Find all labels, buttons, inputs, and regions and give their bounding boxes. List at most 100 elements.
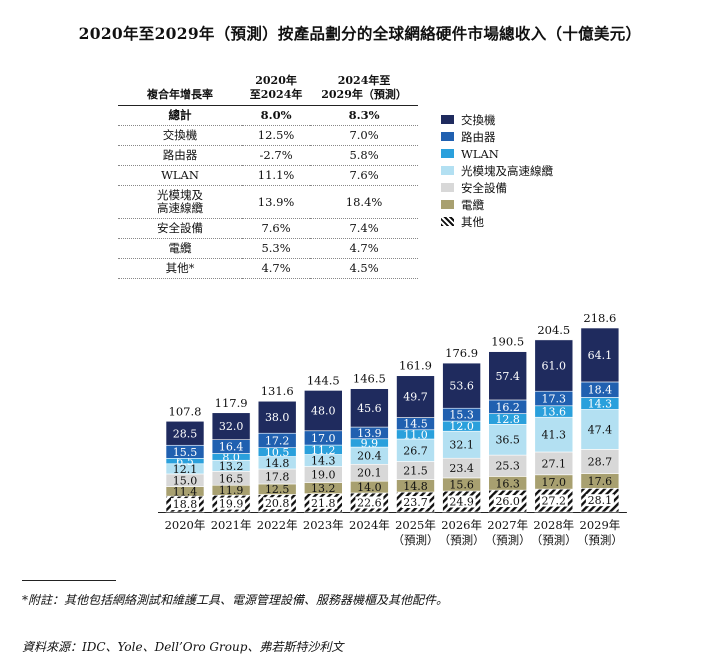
data-label: 53.6 xyxy=(449,380,474,393)
data-label: 27.2 xyxy=(542,495,567,508)
cagr-value-2024-2029: 7.6% xyxy=(310,165,418,186)
legend-item: 路由器 xyxy=(441,128,553,145)
data-label: 28.5 xyxy=(173,427,198,440)
legend-item: 其他 xyxy=(441,213,553,230)
bar-segment xyxy=(580,409,620,450)
data-label: 14.3 xyxy=(311,455,336,468)
legend-label: 交換機 xyxy=(461,112,496,127)
data-label: 32.0 xyxy=(219,420,244,433)
x-tick-label: （預測） xyxy=(485,533,531,547)
bar-segment xyxy=(442,430,481,459)
bar-total-label: 144.5 xyxy=(307,373,340,387)
data-label: 20.4 xyxy=(357,450,382,463)
cagr-row: 路由器 -2.7% 5.8% xyxy=(118,145,418,166)
data-label-background xyxy=(263,497,292,510)
cagr-value-2020-2024: 13.9% xyxy=(242,185,311,219)
data-label: 9.9 xyxy=(361,437,379,450)
x-tick-label: 2021年 xyxy=(211,518,252,532)
data-label: 49.7 xyxy=(403,391,428,404)
cagr-header-label: 複合年增長率 xyxy=(118,72,242,106)
data-label: 23.7 xyxy=(403,496,428,509)
data-label: 17.3 xyxy=(542,392,567,405)
cagr-row: 安全設備 7.6% 7.4% xyxy=(118,218,418,239)
data-label: 15.5 xyxy=(173,446,198,459)
cagr-value-2020-2024: 12.5% xyxy=(242,125,311,146)
cagr-row-label: 電纜 xyxy=(118,238,242,259)
data-label: 10.5 xyxy=(265,446,290,459)
bar-segment xyxy=(303,390,343,432)
legend-label: 電纜 xyxy=(461,197,484,212)
bar-segment xyxy=(580,327,620,383)
legend-item: 安全設備 xyxy=(441,179,553,196)
cagr-row-label: 光模塊及 高速線纜 xyxy=(118,185,242,219)
cagr-value-2024-2029: 4.7% xyxy=(310,238,418,259)
data-label: 22.6 xyxy=(357,496,382,509)
x-tick-label: 2020年 xyxy=(165,518,206,532)
bar-segment xyxy=(396,375,435,418)
data-label: 13.2 xyxy=(219,460,244,473)
cagr-row: 其他* 4.7% 4.5% xyxy=(118,258,418,279)
data-label: 14.0 xyxy=(357,481,382,494)
bar-segment xyxy=(488,351,528,401)
data-label: 11.2 xyxy=(311,444,336,457)
data-label: 17.8 xyxy=(265,470,290,483)
bar-segment xyxy=(442,362,481,409)
data-label: 19.9 xyxy=(219,498,244,511)
footnote-rule xyxy=(22,580,116,581)
cagr-row: WLAN 11.1% 7.6% xyxy=(118,165,418,186)
footnote: *附註：其他包括網絡測試和維護工具、電源管理設備、服務器機櫃及其他配件。 xyxy=(22,593,449,607)
legend-item: 交換機 xyxy=(441,111,553,128)
cagr-value-2020-2024: -2.7% xyxy=(242,145,311,166)
legend-label: 光模塊及高速線纜 xyxy=(461,163,553,178)
data-label: 14.3 xyxy=(588,397,613,410)
x-tick-label: 2023年 xyxy=(303,518,344,532)
cagr-header-period1: 2020年 至2024年 xyxy=(242,72,311,106)
legend-swatch xyxy=(441,149,454,158)
data-label: 20.8 xyxy=(265,497,290,510)
legend-swatch xyxy=(441,166,454,175)
cagr-row: 交換機 12.5% 7.0% xyxy=(118,125,418,146)
cagr-row: 光模塊及 高速線纜 13.9% 18.4% xyxy=(118,185,418,219)
chart-bars: 18.811.415.012.16.515.528.5107.82020年19.… xyxy=(158,311,627,547)
data-label: 12.1 xyxy=(173,463,198,476)
cagr-header-period2: 2024年至 2029年（預測） xyxy=(310,72,418,106)
data-label-background xyxy=(355,496,384,509)
bar-total-label: 218.6 xyxy=(583,311,616,325)
legend-item: WLAN xyxy=(441,145,553,162)
cagr-header-row: 複合年增長率 2020年 至2024年 2024年至 2029年（預測） xyxy=(118,72,418,106)
data-label: 15.3 xyxy=(449,409,474,422)
cagr-table: 複合年增長率 2020年 至2024年 2024年至 2029年（預測） 總計 8… xyxy=(118,72,418,279)
cagr-value-2020-2024: 8.0% xyxy=(242,105,311,126)
data-label-background xyxy=(309,496,338,509)
data-label: 18.8 xyxy=(173,498,198,511)
x-tick-label: 2024年 xyxy=(349,518,390,532)
data-label: 12.8 xyxy=(495,413,520,426)
data-label: 15.6 xyxy=(449,478,474,491)
data-label: 17.2 xyxy=(265,434,290,447)
data-label: 48.0 xyxy=(311,405,336,418)
cagr-value-2020-2024: 11.1% xyxy=(242,165,311,186)
cagr-value-2024-2029: 18.4% xyxy=(310,185,418,219)
legend-item: 光模塊及高速線纜 xyxy=(441,162,553,179)
data-label: 16.2 xyxy=(495,401,520,414)
cagr-value-2024-2029: 7.0% xyxy=(310,125,418,146)
data-label: 15.0 xyxy=(173,474,198,487)
data-label: 27.1 xyxy=(542,457,567,470)
data-label: 61.0 xyxy=(542,360,567,373)
data-label: 28.7 xyxy=(588,455,613,468)
x-tick-label: 2028年 xyxy=(533,518,574,532)
data-label: 8.0 xyxy=(222,451,240,464)
data-label: 64.1 xyxy=(588,349,613,362)
data-label: 28.1 xyxy=(588,494,613,507)
data-label: 21.8 xyxy=(311,497,336,510)
cagr-row-label: 交換機 xyxy=(118,125,242,146)
data-label: 11.0 xyxy=(403,428,428,441)
data-label-background xyxy=(217,497,246,510)
cagr-table-body: 總計 8.0% 8.3% 交換機 12.5% 7.0% 路由器 -2.7% 5.8% WLAN 11… xyxy=(118,105,418,279)
data-label: 19.0 xyxy=(311,469,336,482)
cagr-header-period1-line1: 2020年 xyxy=(255,74,297,87)
bar-segment xyxy=(534,339,574,392)
cagr-value-2020-2024: 5.3% xyxy=(242,238,311,259)
x-tick-label: （預測） xyxy=(393,533,439,547)
data-label: 13.6 xyxy=(542,405,567,418)
